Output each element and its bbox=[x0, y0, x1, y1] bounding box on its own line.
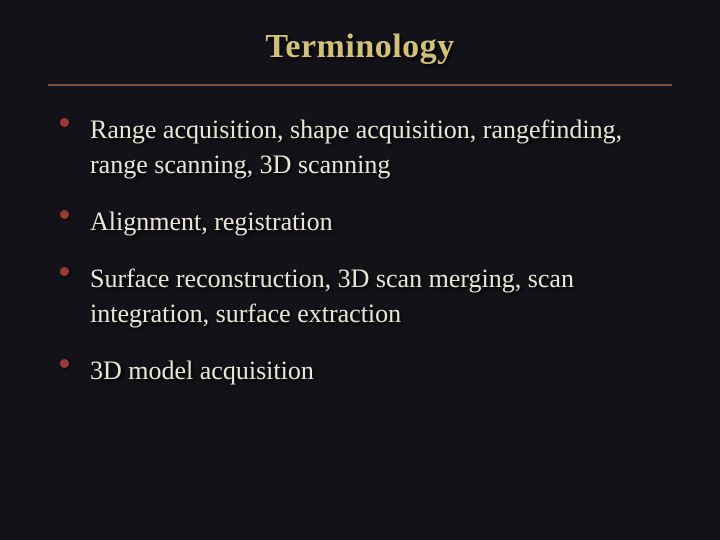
bullet-icon bbox=[60, 210, 69, 219]
title-rule bbox=[48, 84, 672, 86]
list-item-text: Surface reconstruction, 3D scan merging,… bbox=[90, 264, 574, 328]
list-item-text: 3D model acquisition bbox=[90, 356, 314, 385]
list-item: Range acquisition, shape acquisition, ra… bbox=[54, 112, 672, 182]
slide-title: Terminology bbox=[48, 28, 672, 66]
slide: Terminology Range acquisition, shape acq… bbox=[0, 0, 720, 540]
bullet-list: Range acquisition, shape acquisition, ra… bbox=[48, 112, 672, 389]
list-item-text: Range acquisition, shape acquisition, ra… bbox=[90, 115, 622, 179]
list-item: 3D model acquisition bbox=[54, 353, 672, 388]
list-item: Alignment, registration bbox=[54, 204, 672, 239]
list-item-text: Alignment, registration bbox=[90, 207, 333, 236]
bullet-icon bbox=[60, 118, 69, 127]
bullet-icon bbox=[60, 359, 69, 368]
list-item: Surface reconstruction, 3D scan merging,… bbox=[54, 261, 672, 331]
bullet-icon bbox=[60, 267, 69, 276]
